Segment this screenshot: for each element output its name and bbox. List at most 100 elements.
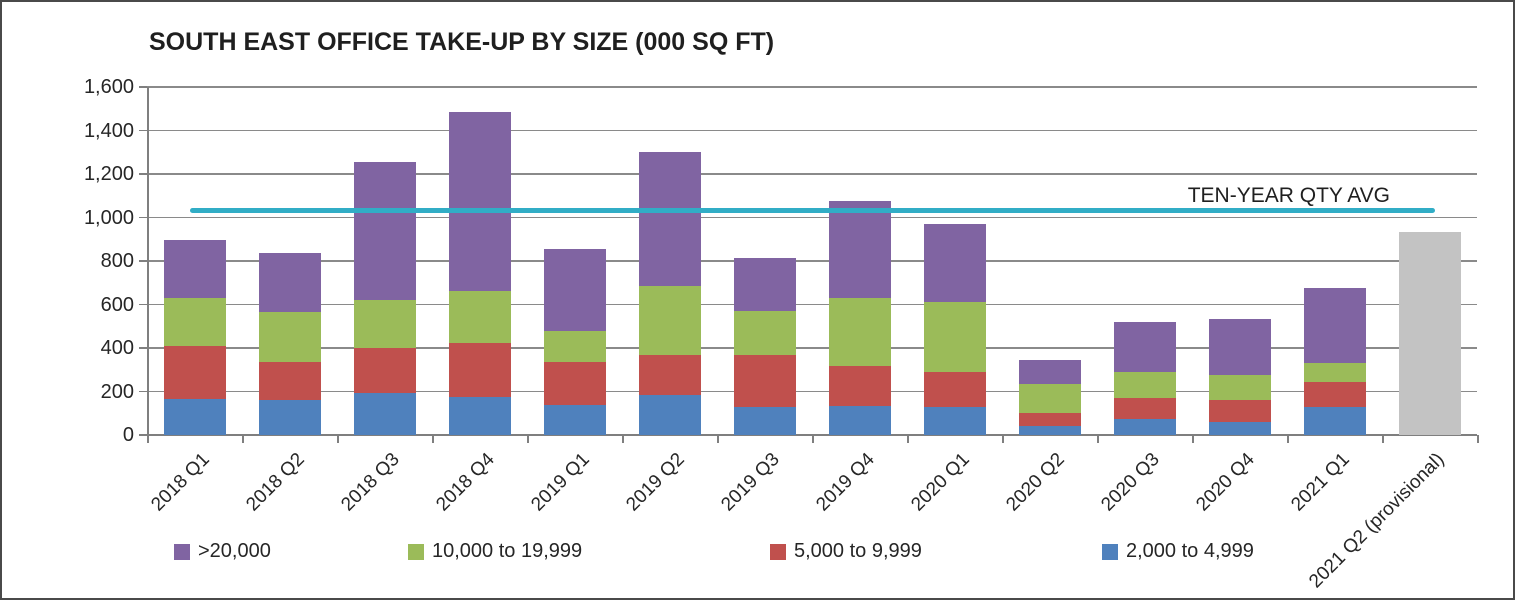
y-axis-tick — [139, 260, 147, 262]
y-axis-tick — [139, 390, 147, 393]
y-gridline — [147, 173, 1477, 175]
y-gridline — [147, 216, 1477, 219]
x-axis-tick — [1002, 435, 1004, 443]
bar-segment — [923, 302, 986, 372]
bar-segment — [258, 400, 321, 435]
x-axis-label: 2020 Q3 — [1096, 449, 1164, 516]
bar-segment — [1303, 363, 1366, 382]
bar-segment — [353, 392, 416, 435]
x-axis-tick — [1477, 435, 1479, 443]
x-axis-tick — [527, 435, 529, 443]
legend-swatch-icon — [174, 543, 190, 560]
bar-segment — [733, 257, 796, 312]
legend-swatch-icon — [1102, 543, 1118, 560]
bar-segment — [1208, 400, 1271, 422]
bar-segment — [1208, 421, 1271, 435]
bar-segment — [1208, 375, 1271, 401]
x-axis-label: 2019 Q1 — [526, 449, 594, 516]
bar-segment — [1303, 288, 1366, 364]
chart-title: SOUTH EAST OFFICE TAKE-UP BY SIZE (000 S… — [149, 28, 775, 56]
bar-segment — [448, 291, 511, 343]
x-axis-line — [139, 434, 1477, 436]
ten-year-avg-line — [190, 208, 1435, 214]
legend-label: 10,000 to 19,999 — [432, 540, 583, 562]
bar-segment — [1018, 426, 1081, 435]
bar-segment — [733, 406, 796, 435]
x-axis-tick — [337, 435, 339, 443]
bar-segment — [638, 152, 701, 286]
y-axis-tick — [139, 129, 147, 132]
bar-segment — [923, 371, 986, 407]
y-axis-label: 1,400 — [83, 119, 134, 142]
x-axis-label: 2020 Q2 — [1001, 449, 1069, 516]
bar-segment — [1303, 381, 1366, 407]
x-axis-label: 2019 Q4 — [811, 449, 879, 516]
bar-segment — [1303, 406, 1366, 435]
legend-item: 2,000 to 4,999 — [1102, 540, 1254, 563]
bar-segment — [353, 162, 416, 301]
bar-segment — [258, 362, 321, 401]
bar-segment — [638, 286, 701, 355]
bar-segment — [1018, 413, 1081, 427]
x-axis-tick — [1097, 435, 1099, 443]
bar-segment — [1208, 318, 1271, 376]
legend-label: 5,000 to 9,999 — [794, 540, 922, 562]
y-gridline — [147, 347, 1477, 349]
legend-item: 10,000 to 19,999 — [408, 540, 582, 563]
y-axis-label: 400 — [100, 337, 134, 359]
bar-segment — [353, 348, 416, 393]
bar-segment — [163, 399, 226, 435]
bar-segment — [448, 112, 511, 292]
x-axis-tick — [622, 435, 624, 443]
x-axis-tick — [147, 435, 149, 443]
legend-swatch-icon — [408, 543, 424, 560]
bar-segment — [448, 396, 511, 435]
bar-segment — [638, 354, 701, 395]
x-axis-label: 2020 Q1 — [906, 449, 974, 516]
x-axis-label: 2021 Q1 — [1286, 449, 1354, 516]
bar-segment — [1113, 371, 1176, 399]
y-gridline — [147, 260, 1477, 262]
y-axis-tick — [139, 86, 147, 88]
bar-segment — [543, 404, 606, 435]
y-axis-label: 1,200 — [83, 163, 134, 185]
y-axis-label: 200 — [100, 380, 134, 403]
y-axis-label: 600 — [100, 293, 134, 316]
x-axis-label: 2018 Q1 — [146, 449, 214, 516]
y-axis-tick — [139, 303, 147, 306]
y-gridline — [147, 390, 1477, 393]
bar-segment — [1018, 359, 1081, 384]
legend-label: >20,000 — [198, 540, 271, 562]
y-axis-tick — [139, 216, 147, 219]
x-axis-label: 2018 Q2 — [241, 449, 309, 516]
y-gridline — [147, 129, 1477, 132]
x-axis-tick — [1382, 435, 1384, 443]
y-axis-tick — [139, 347, 147, 349]
bar-segment — [448, 342, 511, 397]
bar-segment — [543, 362, 606, 405]
x-axis-label: 2020 Q4 — [1191, 449, 1259, 516]
bar-segment — [353, 300, 416, 348]
bar-segment — [1018, 383, 1081, 414]
legend-item: >20,000 — [174, 540, 271, 563]
bar-segment — [163, 297, 226, 346]
y-axis-label: 1,600 — [83, 76, 134, 98]
bar-segment-provisional — [1398, 231, 1461, 435]
y-axis-label: 0 — [122, 424, 134, 446]
x-axis-label: 2018 Q4 — [431, 449, 499, 516]
avg-line-label: TEN-YEAR QTY AVG — [1187, 184, 1390, 207]
bar-segment — [543, 330, 606, 363]
bar-segment — [828, 405, 891, 435]
x-axis-label: 2018 Q3 — [336, 449, 404, 516]
x-axis-tick — [812, 435, 814, 443]
bar-segment — [1113, 418, 1176, 435]
x-axis-tick — [717, 435, 719, 443]
bar-segment — [1113, 321, 1176, 372]
x-axis-tick — [242, 435, 244, 443]
x-axis-tick — [1287, 435, 1289, 443]
bar-segment — [733, 354, 796, 407]
legend-swatch-icon — [770, 543, 786, 560]
y-axis-label: 800 — [100, 250, 134, 272]
y-gridline — [147, 303, 1477, 306]
